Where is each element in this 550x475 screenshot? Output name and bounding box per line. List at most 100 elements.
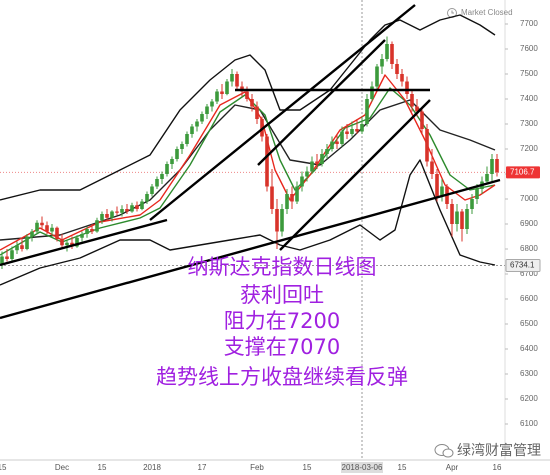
candle-body xyxy=(40,222,44,226)
candle-body xyxy=(140,201,144,209)
candle-body xyxy=(90,229,94,232)
annotation-text: 趋势线上方收盘继续看反弹 xyxy=(156,365,408,389)
candle-body xyxy=(385,44,389,59)
candle-body xyxy=(370,86,374,99)
plot-area xyxy=(0,0,505,460)
y-tick-label: 7500 xyxy=(520,69,538,78)
candle-body xyxy=(85,229,89,234)
y-tick-label: 7000 xyxy=(520,194,538,203)
trend-line xyxy=(0,218,168,267)
candle-body xyxy=(225,81,229,94)
candle-body xyxy=(450,204,454,224)
candle-body xyxy=(425,129,429,162)
candle-body xyxy=(485,174,489,182)
indicator-line xyxy=(0,14,496,201)
candle-body xyxy=(350,129,354,134)
x-tick-label: Dec xyxy=(55,463,69,472)
candle-body xyxy=(245,91,249,99)
x-tick-label: 2018-03-06 xyxy=(342,463,383,472)
candle-body xyxy=(160,174,164,179)
candle-body xyxy=(250,99,254,107)
candle-body xyxy=(165,164,169,174)
watermark: 绿湾财富管理 xyxy=(434,442,541,459)
candle-body xyxy=(465,209,469,229)
candle-body xyxy=(10,250,14,259)
watermark-text: 绿湾财富管理 xyxy=(457,442,541,459)
candle-body xyxy=(310,161,314,172)
candle-body xyxy=(200,114,204,122)
candle-body xyxy=(145,194,149,202)
annotation-text: 阻力在7200 xyxy=(224,309,340,333)
trend-line xyxy=(0,178,501,320)
candle-body xyxy=(30,231,34,237)
candle-body xyxy=(435,174,439,197)
y-tick-label: 6500 xyxy=(520,319,538,328)
candle-body xyxy=(420,111,424,129)
candle-body xyxy=(300,176,304,187)
candle-body xyxy=(325,149,329,154)
candle-body xyxy=(230,74,234,82)
candle-body xyxy=(45,225,49,232)
candle-body xyxy=(365,99,369,124)
candle-body xyxy=(190,126,194,134)
candle-body xyxy=(110,211,114,218)
candle-body xyxy=(410,94,414,107)
candle-body xyxy=(340,131,344,144)
candle-body xyxy=(95,220,99,232)
clock-hands xyxy=(451,10,454,14)
y-tick-label: 6900 xyxy=(520,219,538,228)
candle-body xyxy=(280,209,284,232)
candle-body xyxy=(135,205,139,209)
candle-body xyxy=(335,141,339,144)
candle-body xyxy=(455,211,459,224)
candle-body xyxy=(175,149,179,159)
candle-body xyxy=(380,59,384,67)
candle-body xyxy=(170,159,174,164)
indicator-line xyxy=(0,99,496,241)
y-tick-label: 6600 xyxy=(520,294,538,303)
y-tick-label: 6800 xyxy=(520,244,538,253)
y-tick-label: 7300 xyxy=(520,119,538,128)
candle-body xyxy=(80,234,84,238)
candle-body xyxy=(305,171,309,177)
candle-body xyxy=(355,129,359,132)
status-text: Market Closed xyxy=(461,8,513,17)
candle-body xyxy=(50,227,54,232)
candle-body xyxy=(490,159,494,174)
candle-body xyxy=(150,186,154,194)
trend-line xyxy=(149,4,416,221)
candle-body xyxy=(220,91,224,94)
candle-body xyxy=(495,159,499,173)
candle-body xyxy=(105,214,109,218)
candle-body xyxy=(15,245,19,251)
candle-body xyxy=(470,199,474,209)
candle-body xyxy=(55,227,59,239)
candle-body xyxy=(460,211,464,229)
annotation-text: 纳斯达克指数日线图 xyxy=(188,255,377,279)
candle-body xyxy=(415,106,419,112)
candle-body xyxy=(65,242,69,246)
candle-body xyxy=(0,256,4,264)
y-tick-label: 7400 xyxy=(520,94,538,103)
candle-body xyxy=(235,74,239,87)
candle-body xyxy=(315,161,319,164)
candle-body xyxy=(115,211,119,213)
candle-body xyxy=(195,121,199,127)
x-tick-label: 15 xyxy=(0,463,7,472)
x-tick-label: 15 xyxy=(98,463,107,472)
candle-body xyxy=(270,186,274,209)
candle-body xyxy=(60,239,64,246)
x-tick-label: 17 xyxy=(198,463,207,472)
candle-body xyxy=(320,154,324,164)
candle-body xyxy=(265,136,269,187)
x-tick-label: Feb xyxy=(250,463,264,472)
band-price-box xyxy=(505,258,541,272)
candle-body xyxy=(330,141,334,149)
candle-body xyxy=(205,106,209,114)
x-crosshair-label-bg xyxy=(341,462,383,473)
candle-body xyxy=(25,236,29,249)
candle-body xyxy=(5,256,9,259)
candle-body xyxy=(125,209,129,212)
